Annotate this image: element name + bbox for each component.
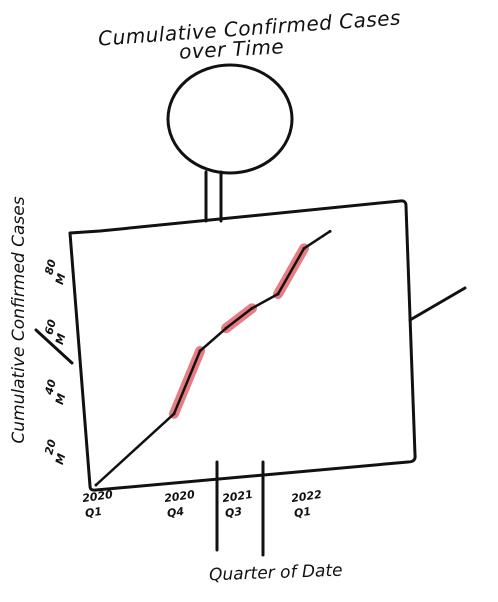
figure-head: [166, 63, 294, 175]
x-tick-label: Q3: [224, 505, 243, 520]
x-tick-label: Q1: [293, 505, 312, 520]
y-tick-label: 40: [42, 378, 59, 397]
series-point: [276, 292, 280, 296]
plot-frame: [68, 199, 417, 492]
series-point: [224, 326, 228, 330]
series-point: [328, 229, 332, 233]
y-tick-label: M: [53, 452, 68, 466]
x-tick-label: 2022: [290, 488, 322, 505]
figure-left-arm: [34, 328, 74, 365]
x-axis-label: Quarter of Date: [209, 561, 343, 586]
y-tick-label: M: [53, 332, 68, 346]
x-tick-label: Q1: [84, 505, 103, 520]
y-tick-label: M: [53, 272, 68, 286]
series-layer: [94, 229, 332, 487]
chart-title-line2: over Time: [179, 34, 285, 63]
x-tick-label: 2021: [221, 488, 253, 505]
figure-right-arm: [408, 286, 467, 322]
x-tick-label: Q4: [166, 505, 185, 520]
y-tick-label: 20: [42, 438, 59, 456]
series-point: [198, 349, 202, 353]
y-axis-label: Cumulative Confirmed Cases: [9, 196, 29, 443]
series-point: [172, 412, 176, 416]
y-tick-label: M: [53, 392, 68, 406]
x-tick-label: 2020: [81, 488, 113, 505]
series-point: [94, 483, 98, 487]
series-line: [94, 230, 332, 487]
series-point: [302, 246, 306, 250]
x-tick-label: 2020: [163, 488, 195, 505]
y-tick-label: 80: [42, 258, 59, 276]
series-point: [250, 306, 254, 310]
y-tick-label: 60: [42, 318, 59, 336]
figure-neck: [204, 170, 223, 223]
